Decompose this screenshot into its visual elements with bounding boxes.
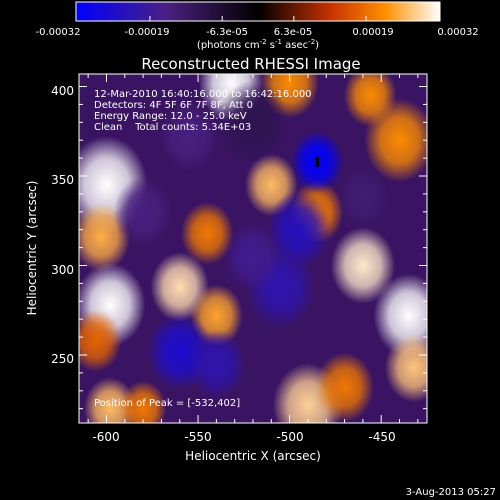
- x-axis-label: Heliocentric X (arcsec): [185, 449, 321, 463]
- heatmap-blob: [119, 380, 167, 423]
- heatmap-blob: [223, 221, 283, 292]
- axis-ticks: [79, 74, 427, 423]
- annotation-time-range: 12-Mar-2010 16:40:16.000 to 16:42:16.000: [94, 89, 312, 100]
- colorbar-tick-label-1: -0.00019: [125, 27, 170, 38]
- heatmap-image: [79, 74, 427, 423]
- colorbar: [75, 1, 441, 22]
- peak-position-label: Position of Peak = [-532,402]: [94, 398, 240, 409]
- colorbar-tick-label-5: 0.00032: [437, 27, 478, 38]
- colorbar-tick-label-2: -6.3e-05: [206, 27, 248, 38]
- heatmap-blob: [315, 352, 374, 423]
- footer-date: 3-Aug-2013 05:27: [406, 487, 496, 498]
- minimum-marker: [315, 156, 320, 167]
- heatmap-blob: [343, 74, 397, 127]
- heatmap-blob: [79, 309, 122, 372]
- heatmap-blob: [187, 329, 246, 399]
- heatmap-blob: [113, 177, 173, 247]
- heatmap-blob: [159, 101, 219, 172]
- colorbar-units-label: (photons cm-2 s-1 asec-2): [197, 38, 319, 51]
- y-tick-label-1: 300: [51, 263, 74, 277]
- heatmap-blob: [336, 166, 390, 229]
- chart-title: Reconstructed RHESSI Image: [141, 55, 360, 73]
- x-tick-label-1: -550: [184, 430, 211, 444]
- y-axis-label: Heliocentric Y (arcsec): [25, 181, 39, 316]
- y-tick-label-0: 250: [51, 352, 74, 366]
- y-tick-label-3: 400: [51, 84, 74, 98]
- heatmap-blob: [384, 332, 427, 403]
- x-tick-label-3: -450: [368, 430, 395, 444]
- x-tick-label-0: -600: [92, 430, 119, 444]
- colorbar-tick-label-4: 0.00019: [352, 27, 393, 38]
- y-tick-label-2: 350: [51, 173, 74, 187]
- annotation-clean-counts: Clean Total counts: 5.34E+03: [94, 122, 251, 133]
- annotation-detectors: Detectors: 4F 5F 6F 7F 8F, Att 0: [94, 100, 253, 111]
- colorbar-tick-label-0: -0.00032: [36, 27, 81, 38]
- colorbar-ticks: [75, 16, 441, 21]
- heatmap-blob: [180, 201, 234, 265]
- colorbar-tick-label-3: 6.3e-05: [274, 27, 312, 38]
- heatmap-blob: [330, 227, 396, 304]
- x-tick-label-2: -500: [276, 430, 303, 444]
- annotation-energy-range: Energy Range: 12.0 - 25.0 keV: [94, 111, 247, 122]
- heatmap-blob: [217, 80, 289, 165]
